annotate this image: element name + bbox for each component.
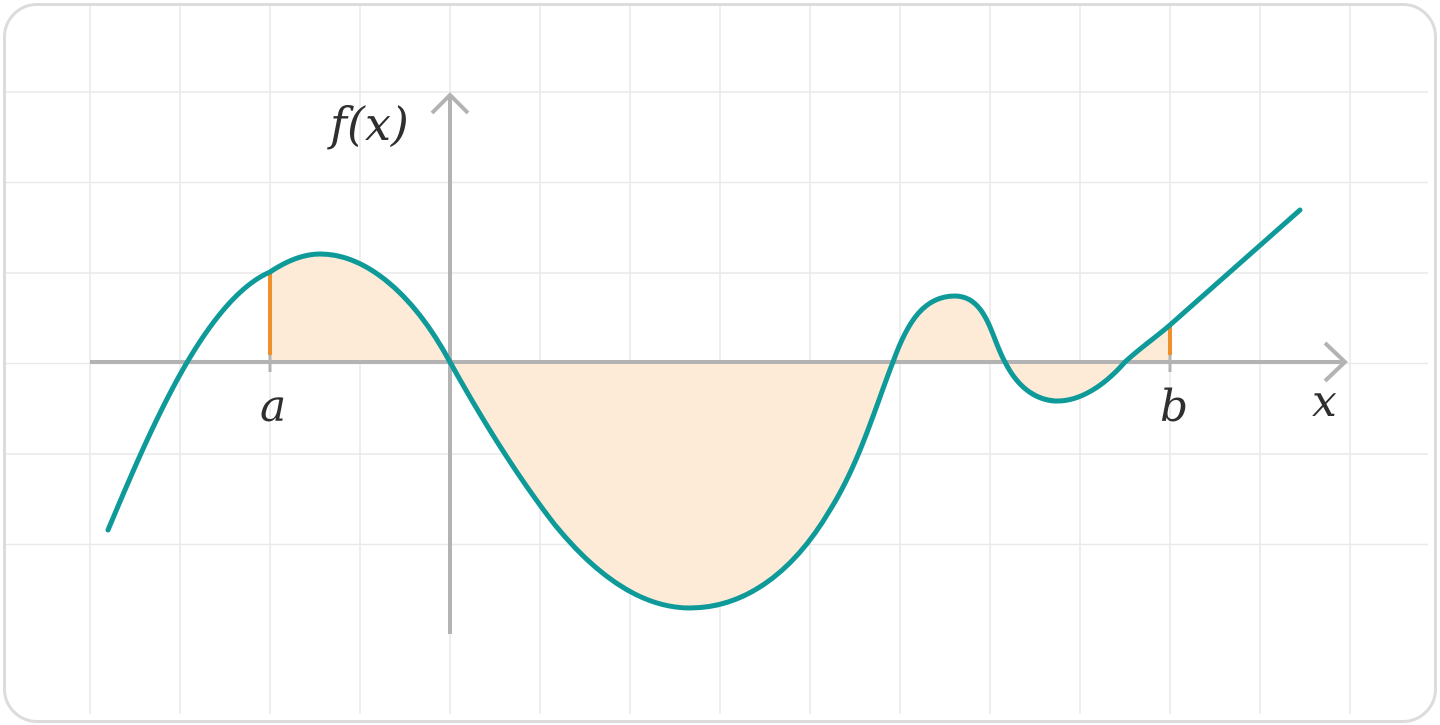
- x-axis-arrowhead: [1323, 341, 1348, 383]
- bound-label-a: a: [260, 381, 286, 432]
- bound-label-b: b: [1160, 381, 1188, 432]
- y-axis-label: f(x): [327, 97, 409, 151]
- function-curve: [105, 207, 1303, 611]
- y-axis-arrowhead: [430, 92, 470, 115]
- integral-area: [270, 254, 1170, 608]
- x-axis-label: x: [1312, 376, 1337, 427]
